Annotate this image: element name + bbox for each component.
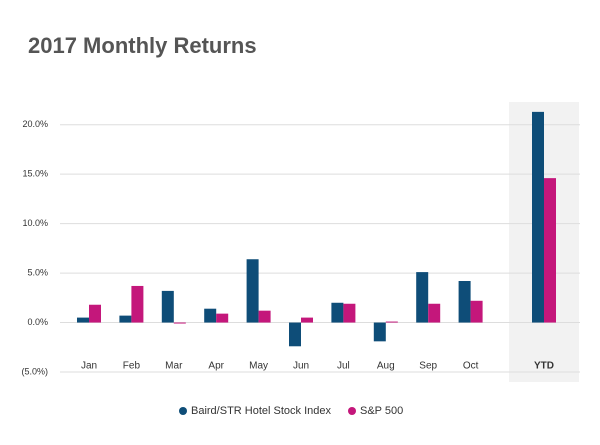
x-tick-label: Sep: [419, 361, 437, 372]
bar: [119, 315, 132, 323]
legend-label: S&P 500: [360, 405, 403, 417]
bar: [458, 281, 471, 323]
x-tick-label: Jul: [337, 361, 350, 372]
legend-swatch: [179, 407, 187, 415]
bar: [373, 322, 386, 342]
bar: [204, 308, 217, 323]
bar: [416, 272, 429, 323]
bar: [428, 303, 441, 323]
bar: [161, 290, 174, 323]
y-tick-label: (5.0%): [21, 366, 48, 376]
legend-label: Baird/STR Hotel Stock Index: [191, 405, 332, 417]
x-tick-label: Feb: [123, 361, 141, 372]
x-tick-label: Oct: [463, 361, 479, 372]
x-tick-label: Mar: [165, 361, 183, 372]
bar: [173, 322, 186, 324]
bar: [216, 313, 229, 323]
bar: [532, 111, 544, 323]
y-tick-label: 10.0%: [22, 218, 48, 228]
bar: [246, 259, 259, 323]
x-tick-label: Aug: [377, 361, 395, 372]
y-tick-label: 5.0%: [27, 267, 48, 277]
chart-title: 2017 Monthly Returns: [28, 33, 257, 58]
y-tick-label: 0.0%: [27, 317, 48, 327]
x-tick-label: Jan: [81, 361, 97, 372]
y-tick-label: 15.0%: [22, 169, 48, 179]
x-tick-label: May: [249, 361, 268, 372]
bar: [131, 285, 144, 323]
bar: [470, 300, 483, 323]
bar: [89, 304, 101, 323]
bar: [544, 178, 556, 323]
bar: [385, 321, 398, 323]
legend-swatch: [348, 407, 356, 415]
bar: [289, 322, 301, 347]
bar: [331, 302, 344, 323]
bar: [77, 317, 89, 323]
y-tick-label: 20.0%: [22, 119, 48, 129]
bar: [301, 317, 313, 323]
x-tick-label: YTD: [534, 361, 554, 372]
bar: [258, 310, 271, 323]
bar: [343, 303, 356, 323]
x-tick-label: Apr: [208, 361, 224, 372]
x-tick-label: Jun: [293, 361, 309, 372]
